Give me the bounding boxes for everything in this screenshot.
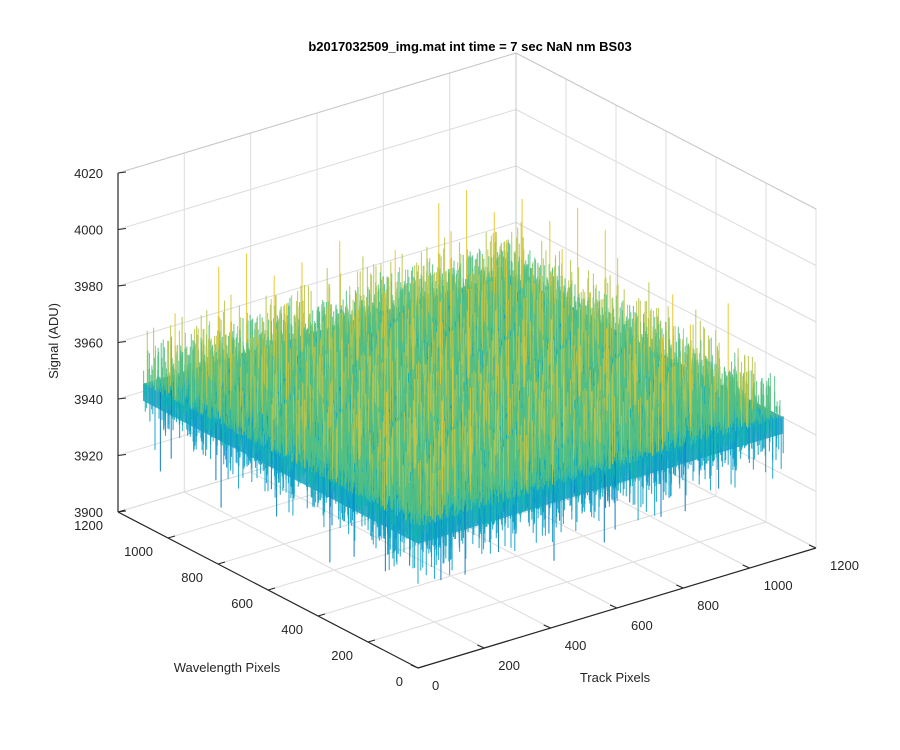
- box-edge: [515, 52, 817, 210]
- box-edge: [117, 52, 517, 174]
- grid-side-wall-z: [515, 109, 817, 266]
- grid-floor-y: [317, 495, 717, 617]
- grid-floor-y: [267, 469, 667, 591]
- grid-side-wall-z: [515, 222, 817, 379]
- grid-back-wall-z: [117, 109, 517, 230]
- surface-plot: [143, 190, 784, 584]
- grid-back-wall-z: [117, 165, 517, 287]
- grid-floor-y: [367, 521, 767, 643]
- grid-back-wall-z: [117, 222, 517, 343]
- grid-side-wall-z: [515, 165, 817, 323]
